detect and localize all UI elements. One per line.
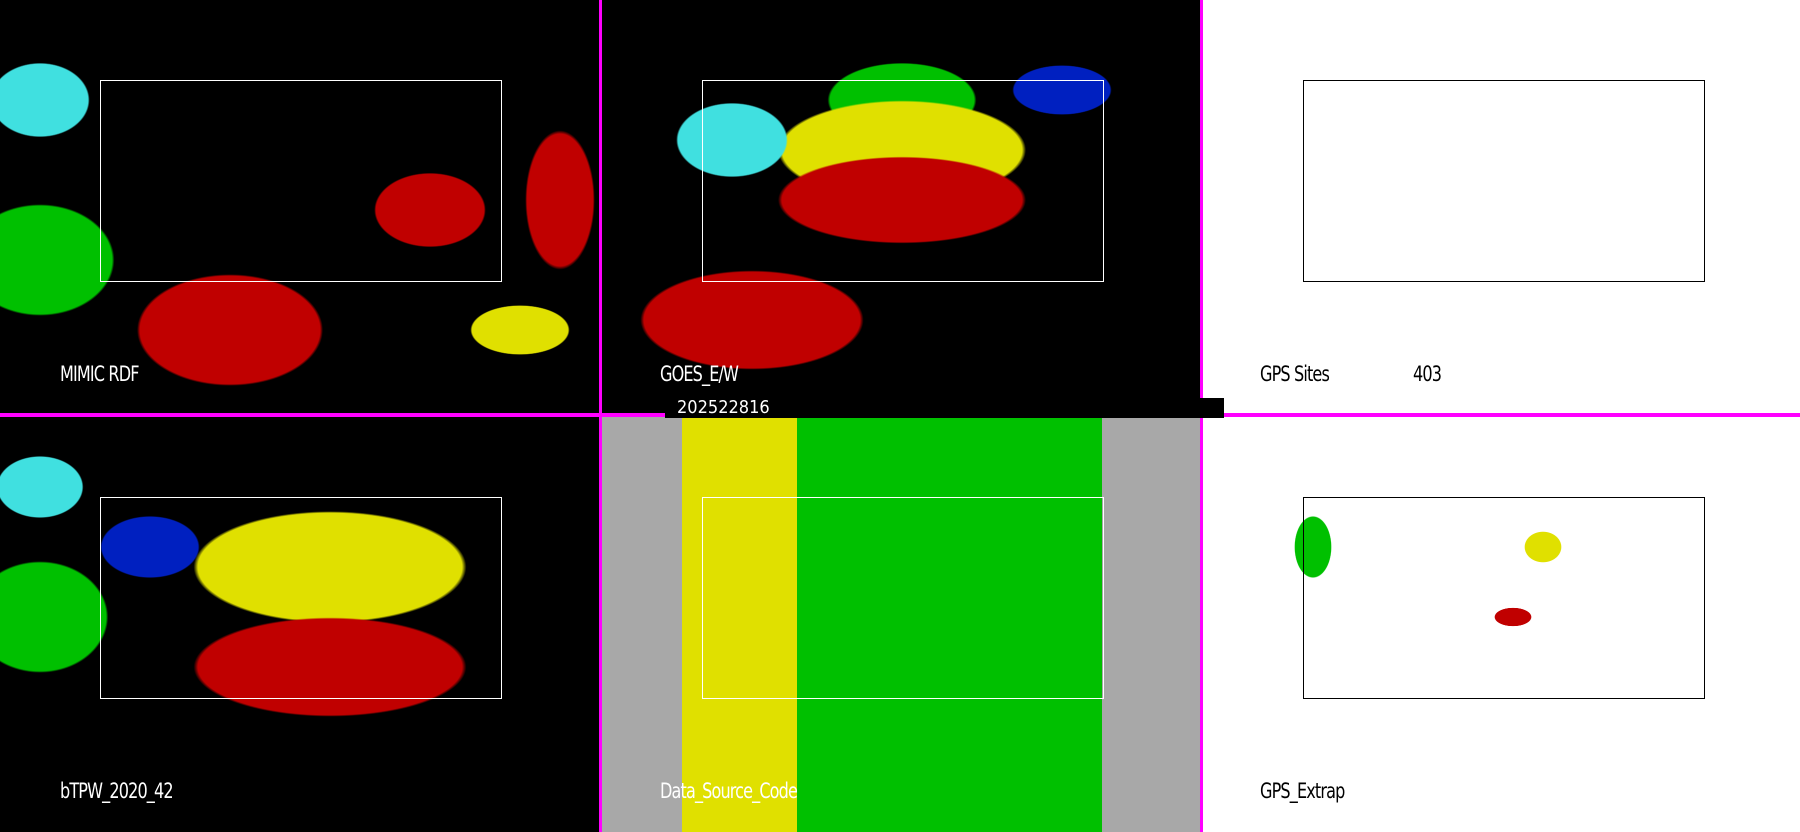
panel-mimic-rdf: MIMIC RDF: [0, 0, 598, 413]
map-outline: [100, 80, 502, 282]
panel-gps-sites: GPS Sites 403: [1203, 0, 1800, 413]
panel-label: GPS Sites: [1260, 362, 1330, 386]
panel-label: Data_Source_Code: [660, 779, 798, 803]
panel-label: bTPW_2020_42: [60, 779, 174, 803]
map-outline: [1303, 497, 1705, 699]
panel-gps-extrap: GPS_Extrap: [1203, 417, 1800, 832]
timestamp: 202522816: [665, 398, 1224, 418]
map-outline: [100, 497, 502, 699]
map-outline: [1303, 80, 1705, 282]
site-count: 403: [1413, 362, 1442, 386]
panel-btpw: bTPW_2020_42: [0, 417, 598, 832]
map-outline: [702, 80, 1104, 282]
map-outline: [702, 497, 1104, 699]
panel-label: GOES_E/W: [660, 362, 739, 386]
panel-label: MIMIC RDF: [60, 362, 139, 386]
panel-label: GPS_Extrap: [1260, 779, 1345, 803]
panel-goes-ew: GOES_E/W: [602, 0, 1200, 413]
panel-data-source-code: Data_Source_Code: [602, 417, 1200, 832]
